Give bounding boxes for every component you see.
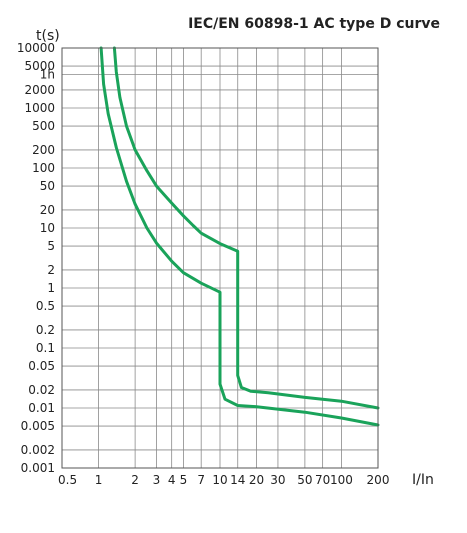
x-tick-label: 1	[95, 473, 103, 487]
y-tick-label: 5000	[24, 59, 55, 73]
y-tick-label: 0.002	[21, 443, 55, 457]
y-tick-label: 50	[40, 179, 55, 193]
y-tick-label: 10	[40, 221, 55, 235]
curves	[99, 46, 380, 427]
y-tick-label: 10000	[17, 41, 55, 55]
x-tick-label: 200	[367, 473, 390, 487]
x-tick-label: 0.5	[58, 473, 77, 487]
grid	[62, 47, 378, 469]
y-tick-label: 0.02	[28, 383, 55, 397]
y-tick-label: 0.1	[36, 341, 55, 355]
y-tick-label: 0.005	[21, 419, 55, 433]
x-tick-label: 100	[330, 473, 353, 487]
y-tick-label: 200	[32, 143, 55, 157]
y-axis-label: t(s)	[36, 28, 60, 44]
y-tick-label: 0.5	[36, 299, 55, 313]
x-tick-label: 4	[168, 473, 176, 487]
x-tick-label: 3	[153, 473, 161, 487]
x-axis-label: I/In	[412, 472, 434, 488]
y-tick-label: 2000	[24, 83, 55, 97]
x-tick-label: 10	[212, 473, 227, 487]
x-tick-label: 2	[131, 473, 139, 487]
x-tick-label: 14	[230, 473, 245, 487]
y-tick-label: 5	[47, 239, 55, 253]
y-tick-label: 20	[40, 203, 55, 217]
y-tick-label: 500	[32, 119, 55, 133]
y-tick-label: 0.2	[36, 323, 55, 337]
y-tick-label: 1	[47, 281, 55, 295]
upper-limit-curve	[112, 46, 380, 410]
y-tick-label: 0.01	[28, 401, 55, 415]
x-tick-label: 50	[297, 473, 312, 487]
x-tick-label: 20	[249, 473, 264, 487]
lower-limit-curve	[99, 46, 380, 427]
plot-frame	[61, 47, 379, 469]
x-tick-label: 7	[197, 473, 205, 487]
y-tick-label: 100	[32, 161, 55, 175]
x-tick-label: 70	[315, 473, 330, 487]
x-tick-label: 5	[180, 473, 188, 487]
y-tick-label: 0.001	[21, 461, 55, 475]
y-tick-label: 1h	[40, 68, 55, 82]
y-tick-label: 1000	[24, 101, 55, 115]
x-tick-labels: 0.5 1 2 3 4 5 7 10 14 20 30 50 70 100 200	[58, 473, 389, 487]
x-tick-label: 30	[270, 473, 285, 487]
y-tick-label: 0.05	[28, 359, 55, 373]
chart-title: IEC/EN 60898-1 AC type D curve	[188, 16, 440, 32]
y-tick-label: 2	[47, 263, 55, 277]
